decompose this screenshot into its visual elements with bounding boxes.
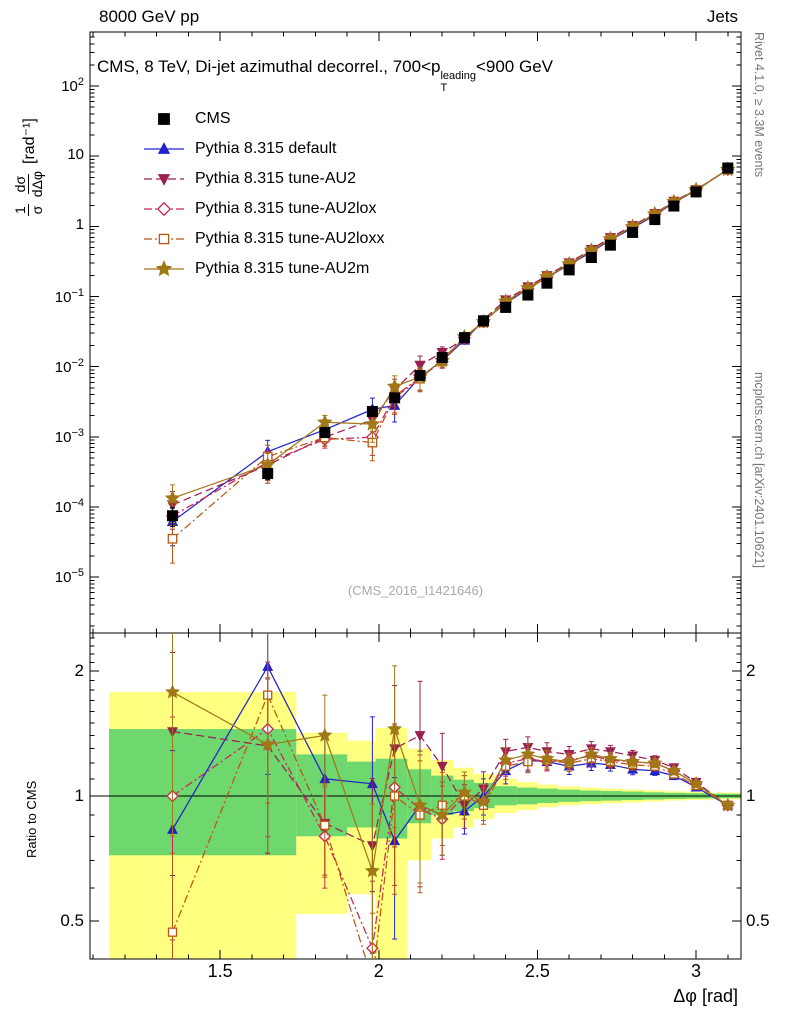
ratio-y-tick-label-right: 2 [746,661,756,681]
legend-item-cms: CMS [142,104,384,134]
legend-label-au2: Pythia 8.315 tune-AU2 [195,170,356,187]
legend-item-au2m: Pythia 8.315 tune-AU2m [142,254,384,284]
au2m-marker-icon [144,260,184,277]
axis-ticks [90,32,741,959]
ratio-y-tick-label-right: 1 [746,786,756,806]
x-axis-label: Δφ [rad] [673,986,738,1006]
main-panel-series [164,161,736,564]
ratio-panel-series [164,633,736,959]
x-tick-label: 2 [373,961,384,981]
rivet-version-note: Rivet 4.1.0, ≥ 3.3M events [752,32,766,178]
uncertainty-bands [109,692,741,959]
pt-subscript: T [440,81,448,94]
main-y-tick-label: 1 [75,216,84,234]
plot-title-text: CMS, 8 TeV, Di-jet azimuthal decorrel., … [97,57,441,76]
main-y-tick-label: 10 [67,146,84,164]
mcplots-arxiv-note: mcplots.cern.ch [arXiv:2401.10621] [752,372,766,568]
ratio-y-tick-label-right: 0.5 [746,911,770,930]
series-cms [167,162,734,528]
pt-superscript: leading [440,70,476,82]
plot-title: CMS, 8 TeV, Di-jet azimuthal decorrel., … [97,57,553,94]
legend-label-cms: CMS [195,110,231,127]
au2loxx-marker-icon [144,233,184,245]
ratio-y-tick-label-left: 1 [74,786,84,806]
pt-supsub: leading T [440,70,476,94]
default-marker-icon [144,142,184,154]
x-tick-label: 3 [691,961,702,981]
beam-energy-label: 8000 GeV pp [99,7,200,26]
analysis-id-watermark: (CMS_2016_I1421646) [347,583,484,598]
plot-title-suffix: <900 GeV [475,57,553,76]
ratio-y-tick-label-left: 2 [74,661,84,681]
ratio-y-tick-label-left: 0.5 [60,911,84,930]
x-tick-label: 1.5 [207,961,233,981]
legend: CMS Pythia 8.315 default Pythia 8.315 tu… [142,104,384,284]
x-tick-label: 2.5 [524,961,550,981]
legend-item-au2lox: Pythia 8.315 tune-AU2lox [142,194,384,224]
main-y-tick-label: 10−5 [54,567,84,587]
series-au2m [164,633,736,959]
process-label: Jets [706,7,738,26]
main-y-tick-label: 10−3 [54,426,84,446]
main-y-tick-label: 10−2 [54,356,84,376]
legend-item-au2: Pythia 8.315 tune-AU2 [142,164,384,194]
legend-label-au2m: Pythia 8.315 tune-AU2m [195,260,370,277]
legend-item-default: Pythia 8.315 default [142,134,384,164]
au2-marker-icon [144,174,184,186]
legend-item-au2loxx: Pythia 8.315 tune-AU2loxx [142,224,384,254]
main-y-tick-label: 102 [61,76,84,96]
cms-marker-icon [158,113,170,125]
legend-label-default: Pythia 8.315 default [195,140,337,157]
main-y-tick-label: 10−1 [54,286,84,306]
dsigma-dphi-fraction: dσ dΔφ [12,170,46,198]
legend-label-au2loxx: Pythia 8.315 tune-AU2loxx [195,230,385,247]
legend-label-au2lox: Pythia 8.315 tune-AU2lox [195,200,377,217]
main-y-tick-label: 10−4 [54,497,84,516]
au2lox-marker-icon [144,201,184,217]
